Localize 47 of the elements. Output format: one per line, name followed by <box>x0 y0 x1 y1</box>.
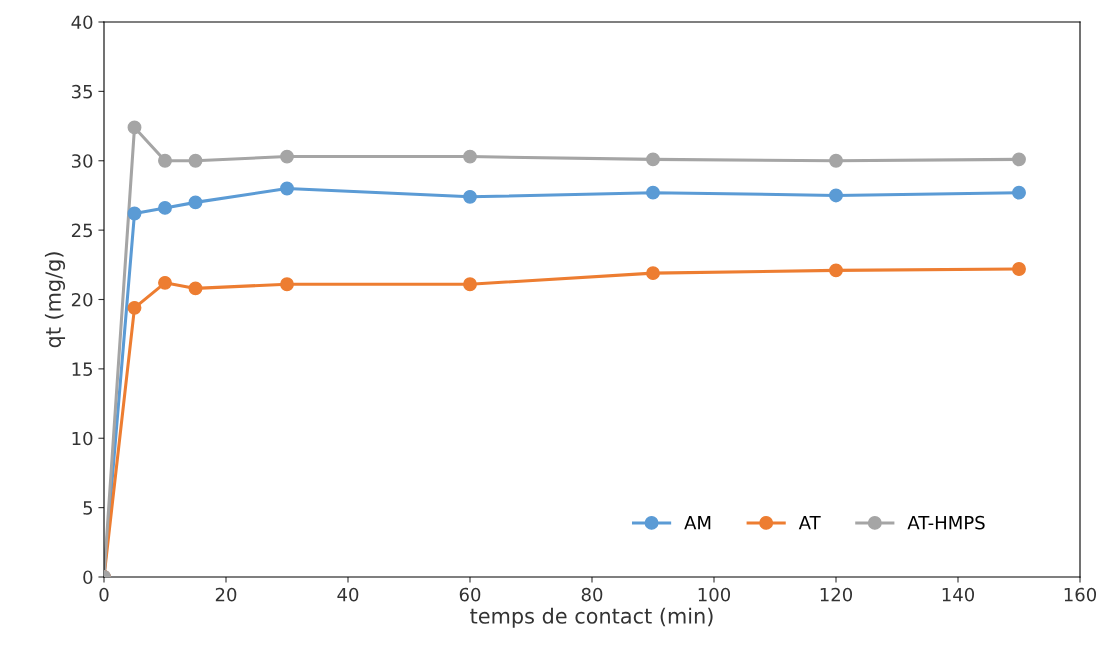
point <box>158 153 172 168</box>
x-tick-label: 80 <box>581 587 603 602</box>
point <box>829 153 843 168</box>
y-tick-label: 15 <box>72 362 93 376</box>
x-tick-label: 160 <box>1064 587 1097 602</box>
x-tick-label: 120 <box>820 587 853 602</box>
point <box>280 149 294 164</box>
point <box>158 275 172 290</box>
point <box>829 188 843 203</box>
point <box>1012 152 1026 167</box>
y-tick-label: 40 <box>71 15 93 30</box>
x-tick-label: 20 <box>215 587 237 602</box>
point <box>188 153 203 168</box>
y-tick-label: 20 <box>71 292 93 307</box>
x-tick-label: 100 <box>698 587 731 602</box>
point <box>158 200 172 215</box>
point <box>463 189 477 204</box>
point <box>646 266 660 281</box>
y-tick-label: 0 <box>83 570 93 585</box>
point <box>463 277 477 292</box>
point <box>127 120 142 135</box>
x-tick-label: 140 <box>942 587 975 602</box>
y-tick-label: 5 <box>83 501 93 515</box>
legend-label: AM <box>684 516 711 530</box>
point <box>280 277 294 292</box>
point <box>127 300 142 315</box>
y-tick-label: 10 <box>72 431 93 446</box>
y-tick-label: 35 <box>71 84 93 99</box>
point <box>646 152 660 167</box>
legend-label: AT <box>798 516 821 530</box>
point <box>1012 185 1026 200</box>
x-tick-label: 40 <box>337 587 359 602</box>
legend-label: AT-HMPS <box>907 515 985 530</box>
x-tick-label: 60 <box>459 587 481 602</box>
point <box>127 206 142 221</box>
point <box>829 263 843 278</box>
point <box>188 281 203 296</box>
x-axis-title: temps de contact (min) <box>470 607 713 628</box>
x-tick-label: 0 <box>99 587 109 602</box>
y-tick-label: 25 <box>71 223 93 238</box>
point <box>280 181 294 196</box>
point <box>1012 262 1026 276</box>
point <box>188 195 203 210</box>
point <box>646 185 660 200</box>
y-axis-title: qt (mg/g) <box>44 252 66 348</box>
y-tick-label: 30 <box>71 154 93 168</box>
point <box>463 149 477 164</box>
